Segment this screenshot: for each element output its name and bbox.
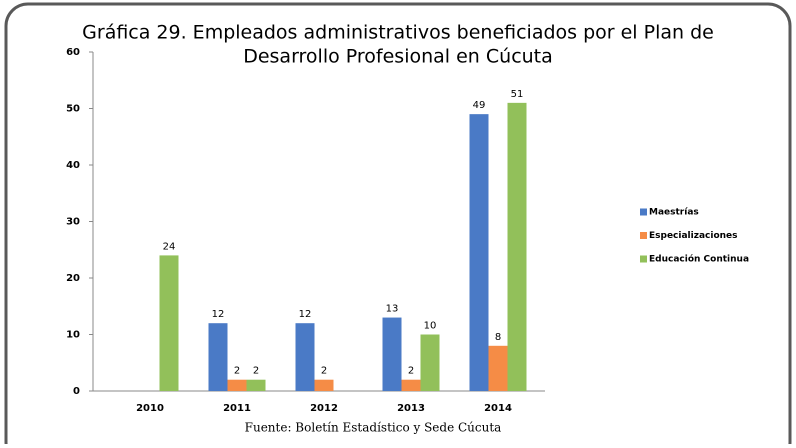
value-label: 24 bbox=[163, 241, 176, 252]
bar bbox=[295, 323, 315, 391]
legend-label: Especializaciones bbox=[649, 231, 738, 241]
bar bbox=[420, 334, 440, 391]
value-label: 12 bbox=[299, 309, 312, 320]
chart-title: Desarrollo Profesional en Cúcuta bbox=[243, 46, 553, 68]
y-tick-label: 10 bbox=[66, 330, 80, 341]
bar bbox=[227, 379, 247, 391]
bar bbox=[314, 379, 334, 391]
value-label: 8 bbox=[495, 332, 501, 343]
bar bbox=[507, 102, 527, 391]
chart-title: Gráfica 29. Empleados administrativos be… bbox=[82, 22, 714, 44]
value-label: 49 bbox=[473, 100, 486, 111]
bar bbox=[246, 379, 266, 391]
value-label: 2 bbox=[408, 366, 414, 377]
source: Fuente: Boletín Estadístico y Sede Cúcut… bbox=[245, 421, 502, 435]
y-tick-label: 20 bbox=[66, 273, 80, 284]
x-tick-label: 2013 bbox=[397, 403, 425, 414]
bar bbox=[382, 317, 402, 391]
bar bbox=[401, 379, 421, 391]
legend-swatch bbox=[640, 232, 647, 239]
bar bbox=[159, 255, 179, 391]
value-label: 10 bbox=[424, 321, 437, 332]
value-label: 13 bbox=[386, 304, 399, 315]
y-tick-label: 0 bbox=[73, 386, 80, 397]
y-tick-label: 60 bbox=[66, 47, 80, 58]
x-tick-label: 2012 bbox=[310, 403, 338, 414]
value-label: 51 bbox=[511, 89, 524, 100]
x-tick-label: 2010 bbox=[136, 403, 164, 414]
value-label: 2 bbox=[234, 366, 240, 377]
value-label: 2 bbox=[253, 366, 259, 377]
legend-label: Educación Continua bbox=[649, 254, 749, 265]
value-label: 12 bbox=[212, 309, 225, 320]
y-tick-label: 30 bbox=[66, 217, 80, 228]
bar bbox=[488, 345, 508, 391]
legend-label: Maestrías bbox=[649, 208, 699, 218]
frame bbox=[4, 2, 792, 448]
x-tick-label: 2014 bbox=[484, 403, 512, 414]
x-tick-label: 2011 bbox=[223, 403, 251, 414]
y-tick-label: 50 bbox=[66, 104, 80, 115]
legend-swatch bbox=[640, 255, 647, 263]
value-label: 2 bbox=[321, 366, 327, 377]
bar bbox=[208, 323, 228, 391]
legend-swatch bbox=[640, 208, 647, 216]
y-tick-label: 40 bbox=[66, 160, 80, 171]
bar bbox=[469, 114, 489, 392]
